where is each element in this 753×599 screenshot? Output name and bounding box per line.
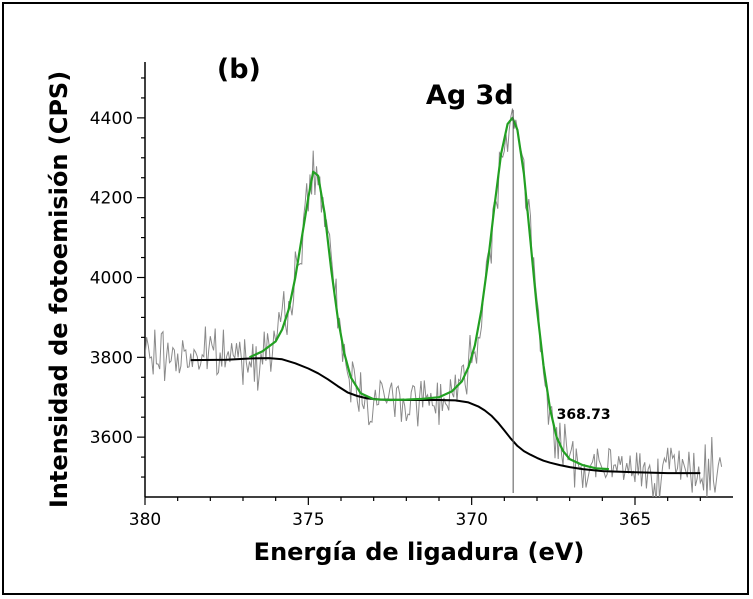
x-tick-label: 370: [455, 510, 487, 530]
x-axis-title: Energía de ligadura (eV): [254, 538, 585, 566]
y-axis-title: Intensidad de fotoemisión (CPS): [45, 71, 73, 508]
y-tick-label: 3600: [90, 428, 133, 448]
raw-spectrum-line: [145, 108, 723, 497]
plot-area: [145, 108, 723, 497]
panel-label: (b): [217, 54, 261, 85]
peak-position-label: 368.73: [557, 407, 611, 423]
axes: 380 375 370 365 3600 3800 4000 4200 4400: [90, 62, 733, 530]
y-tick-label: 3800: [90, 348, 133, 368]
y-tick-label: 4000: [90, 269, 133, 289]
y-tick-label: 4200: [90, 189, 133, 209]
x-tick-label: 365: [619, 510, 651, 530]
labels: Energía de ligadura (eV) Intensidad de f…: [45, 54, 611, 566]
fit-line: [249, 116, 609, 471]
y-tick-label: 4400: [90, 109, 133, 129]
background-line: [190, 357, 701, 475]
x-tick-label: 375: [292, 510, 324, 530]
spectrum-label: Ag 3d: [426, 80, 514, 111]
x-tick-label: 380: [129, 510, 161, 530]
